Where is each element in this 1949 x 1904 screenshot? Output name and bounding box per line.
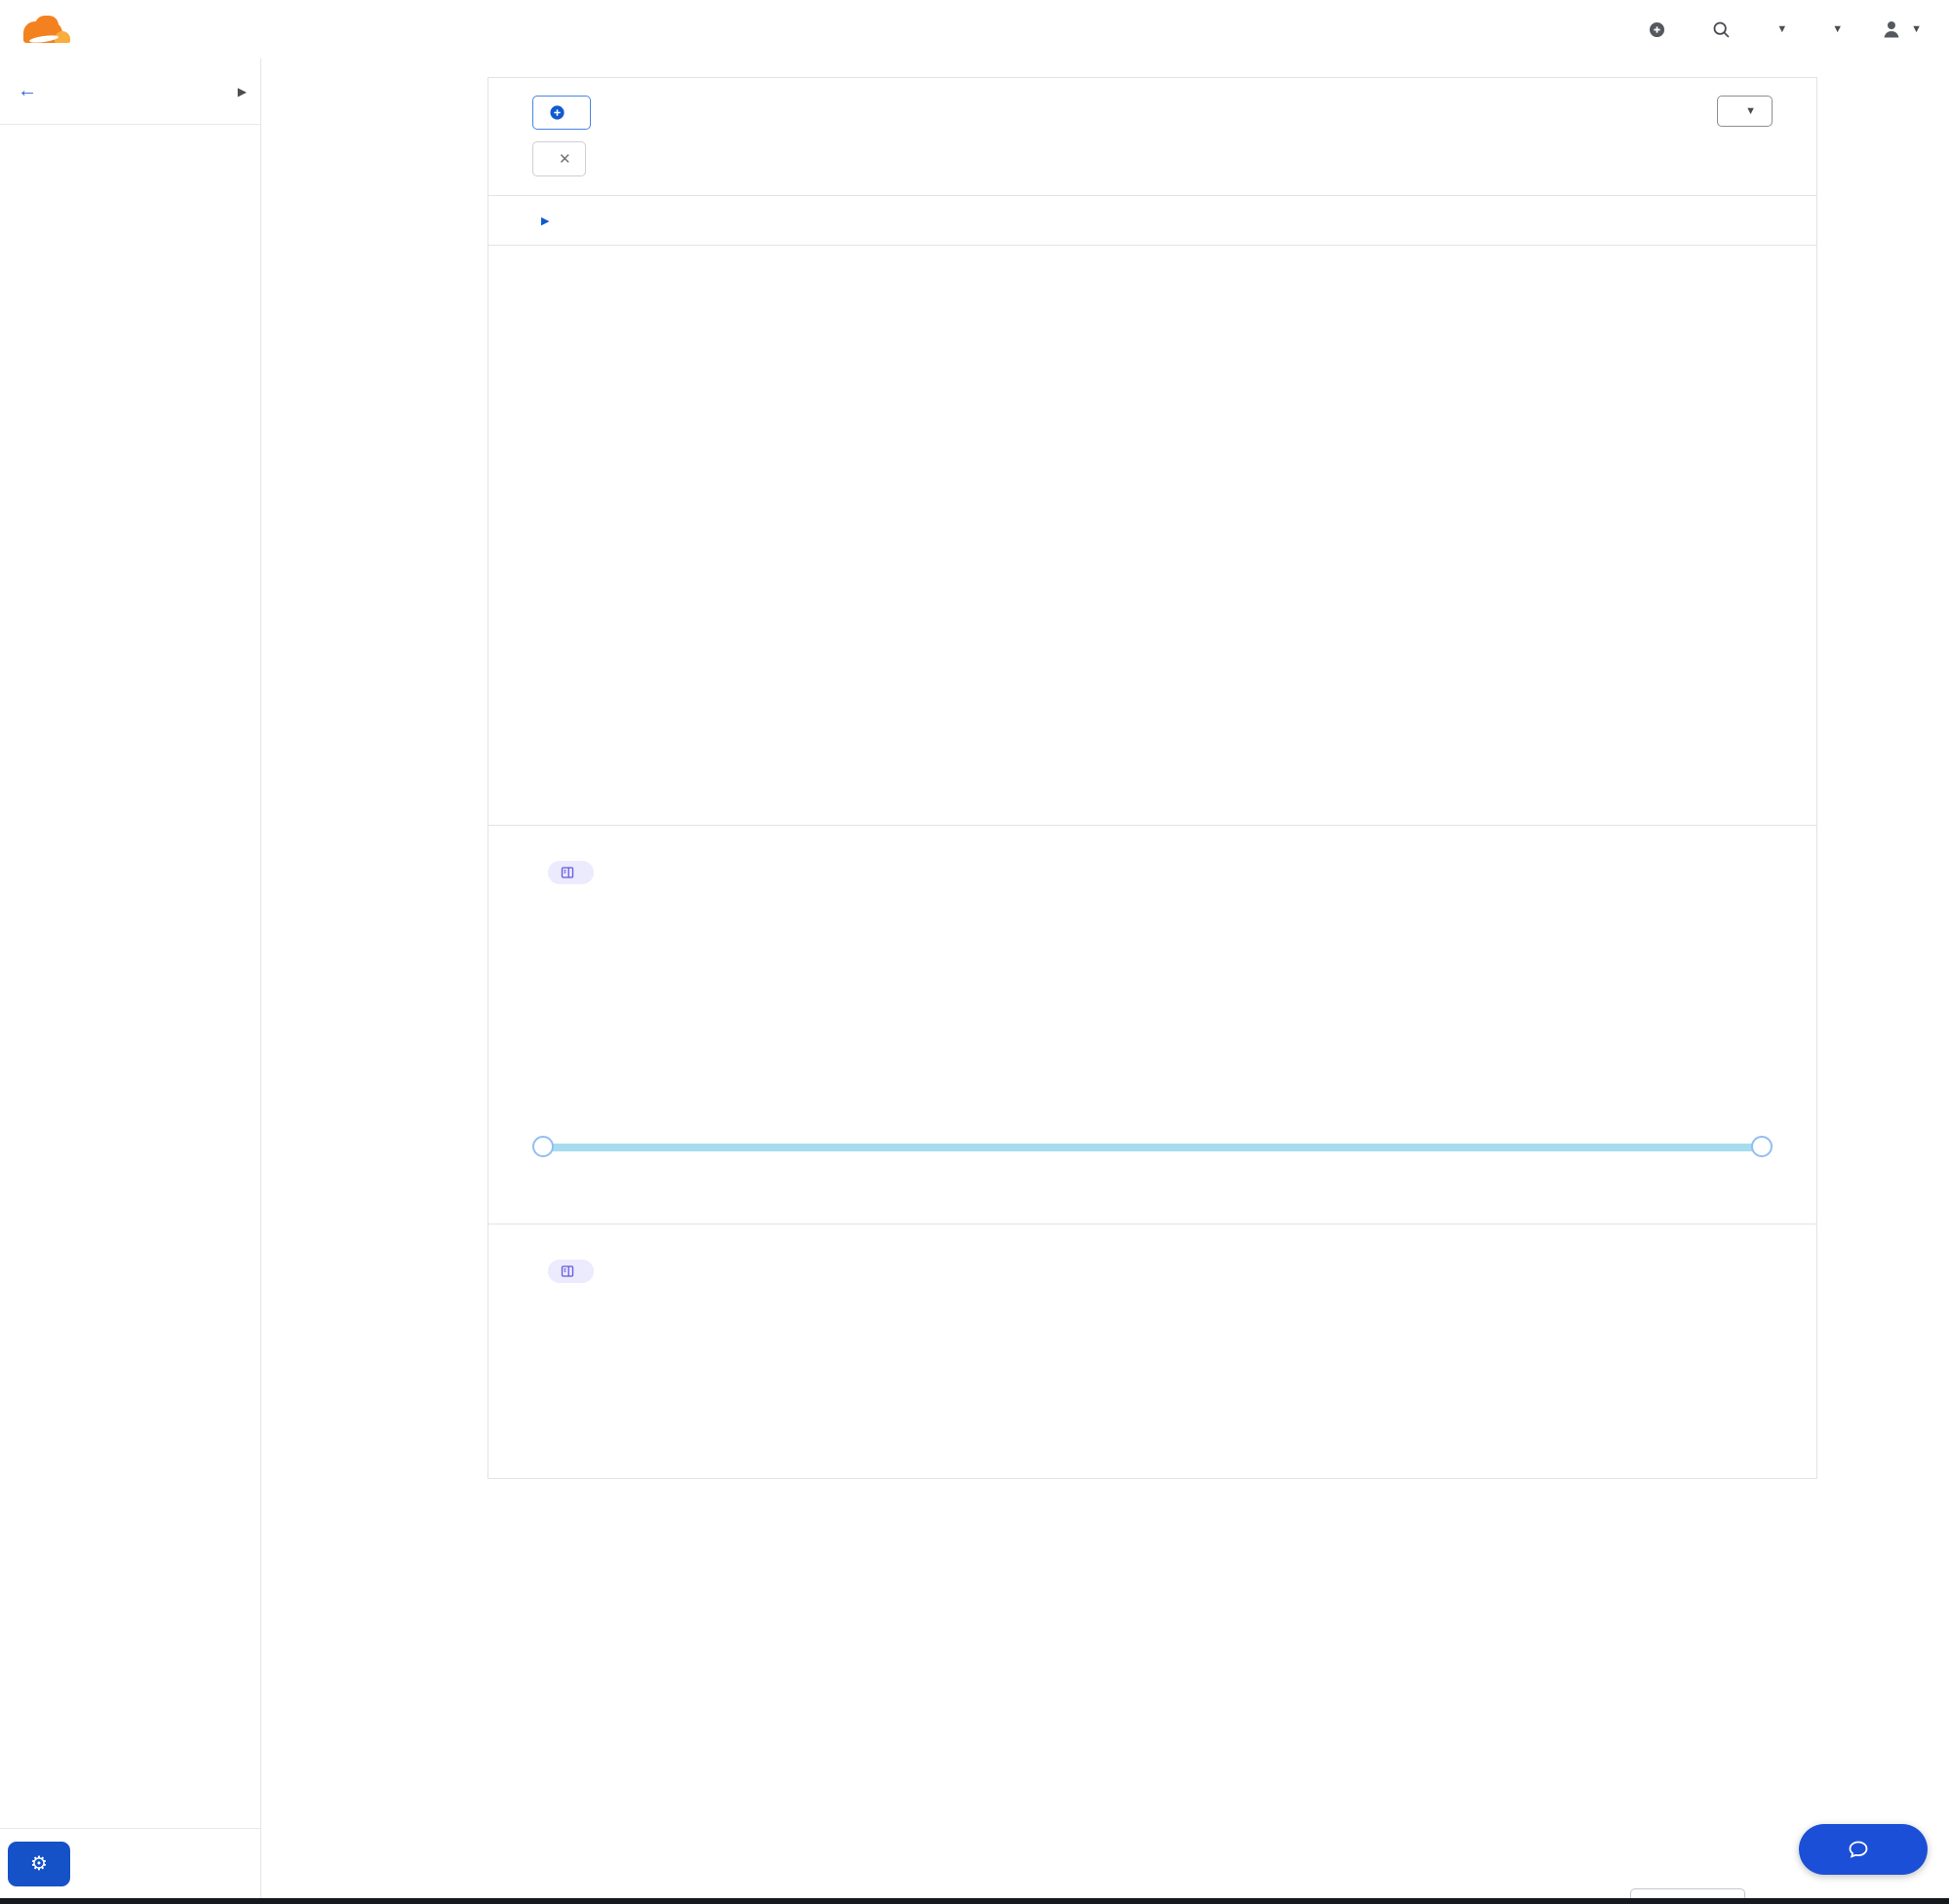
- cloudflare-logo: [16, 12, 74, 47]
- screen-bottom-edge: [0, 1898, 1949, 1904]
- book-icon: [561, 866, 574, 879]
- support-menu[interactable]: ▼: [1769, 23, 1787, 35]
- chat-button[interactable]: [1799, 1824, 1928, 1875]
- sidebar-footer: ⚙: [0, 1828, 260, 1898]
- bot-score-distribution-card: [487, 825, 1817, 1224]
- report-section: ▶: [487, 195, 1817, 246]
- gear-icon: ⚙: [30, 1853, 48, 1875]
- requests-by-bot-score-card: [487, 245, 1817, 826]
- back-arrow-icon[interactable]: ←: [18, 80, 37, 101]
- settings-gear-button[interactable]: ⚙: [8, 1841, 70, 1886]
- book-icon: [561, 1264, 574, 1278]
- user-icon: [1880, 18, 1903, 41]
- chevron-down-icon: ▼: [1745, 105, 1756, 117]
- chevron-right-icon[interactable]: ▶: [237, 84, 247, 98]
- cloudflare-cloud-icon: [16, 12, 72, 47]
- chevron-down-icon: ▼: [1776, 23, 1788, 35]
- y-axis-title: [532, 333, 554, 753]
- search-button[interactable]: [1711, 19, 1732, 40]
- x-axis-ticks: [599, 753, 1773, 780]
- cut-off-element: [1630, 1888, 1745, 1898]
- bot-score-doc-badge[interactable]: [548, 861, 594, 884]
- chevron-down-icon: ▼: [1832, 23, 1844, 35]
- source-stacked-bar: [532, 1336, 1773, 1378]
- main-content: ✕ ▼ ▶: [487, 77, 1817, 1479]
- bot-score-generation-doc-badge[interactable]: [548, 1260, 594, 1283]
- slider-handle-max[interactable]: [1751, 1136, 1773, 1157]
- sidebar-nav: [0, 125, 260, 1828]
- add-filter-button[interactable]: [532, 96, 591, 130]
- slider-handle-min[interactable]: [532, 1136, 554, 1157]
- requests-chart: [532, 333, 1773, 784]
- score-range-slider: [532, 1136, 1773, 1159]
- sidebar: ← ▶ ⚙: [0, 58, 261, 1898]
- chevron-down-icon: ▼: [1911, 23, 1922, 35]
- site-row: ← ▶: [0, 58, 260, 125]
- bot-score-histogram: [532, 913, 1773, 1126]
- plus-circle-icon: [1648, 20, 1666, 39]
- close-icon[interactable]: ✕: [559, 151, 571, 168]
- search-icon: [1711, 19, 1732, 40]
- filter-chip[interactable]: ✕: [532, 141, 586, 176]
- bot-score-source-card: [487, 1224, 1817, 1479]
- y-axis-ticks: [554, 333, 599, 753]
- slider-track[interactable]: [542, 1144, 1763, 1151]
- date-range-dropdown[interactable]: ▼: [1717, 96, 1773, 127]
- language-menu[interactable]: ▼: [1824, 23, 1843, 35]
- plus-circle-icon: [549, 104, 565, 121]
- chart-plot-area: [599, 333, 1773, 753]
- account-menu[interactable]: ▼: [1880, 18, 1922, 41]
- chevron-right-icon: ▶: [541, 214, 550, 227]
- top-header: ▼ ▼ ▼: [0, 0, 1949, 58]
- add-site-button[interactable]: [1648, 20, 1674, 39]
- filter-section: ✕ ▼: [487, 77, 1817, 196]
- chat-bubble-icon: [1847, 1838, 1870, 1861]
- report-incorrect-data-link[interactable]: ▶: [532, 214, 549, 227]
